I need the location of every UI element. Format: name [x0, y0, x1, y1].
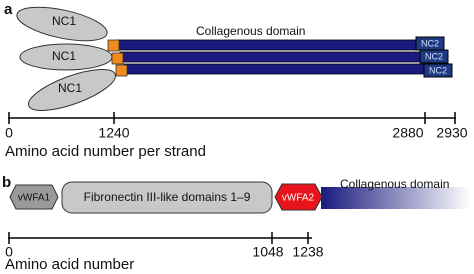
nc2-label: NC2: [421, 38, 439, 48]
tick-label: 2930: [436, 125, 467, 141]
strand: [119, 51, 423, 63]
tick-label: 1048: [252, 244, 283, 260]
domain-name: vWFA2: [282, 193, 315, 204]
strand: [116, 39, 418, 51]
domain-name: Fibronectin III-like domains 1–9: [84, 190, 251, 204]
panel-label: b: [2, 174, 11, 191]
tick-label: 0: [5, 244, 13, 260]
axis: [8, 112, 456, 124]
axis-title: Amino acid number: [5, 256, 134, 273]
domain-name: vWFA1: [18, 193, 51, 204]
nc2: [419, 49, 449, 64]
strand: [123, 63, 428, 75]
junction: [115, 64, 128, 77]
collagen-strands: NC2 NC2 NC2: [107, 36, 453, 78]
nc2: [423, 63, 453, 78]
tick-label: 2880: [392, 125, 423, 141]
tick-label: 0: [5, 125, 13, 141]
collagen-gradient: [321, 187, 471, 209]
nc1: [28, 68, 116, 112]
panel-label: a: [4, 1, 13, 18]
vwfa1: [9, 184, 59, 210]
domain-label: Collagenous domain: [196, 24, 305, 38]
nc1-label: NC1: [58, 81, 82, 95]
nc1-label: NC1: [52, 49, 76, 63]
tick-label: 1240: [98, 125, 129, 141]
nc1-domains: NC1 NC1 NC1: [16, 6, 116, 112]
axis: [8, 232, 312, 244]
junction: [107, 39, 120, 52]
tick-label: 1238: [292, 244, 323, 260]
nc1: [16, 6, 108, 42]
fibronectin: [61, 181, 273, 214]
nc2-label: NC2: [425, 51, 443, 61]
vwfa2: [274, 183, 323, 211]
nc2-label: NC2: [429, 65, 447, 75]
junction: [111, 52, 124, 65]
nc1-label: NC1: [52, 14, 76, 28]
axis-title: Amino acid number per strand: [5, 143, 206, 160]
domain-label: Collagenous domain: [340, 177, 449, 191]
